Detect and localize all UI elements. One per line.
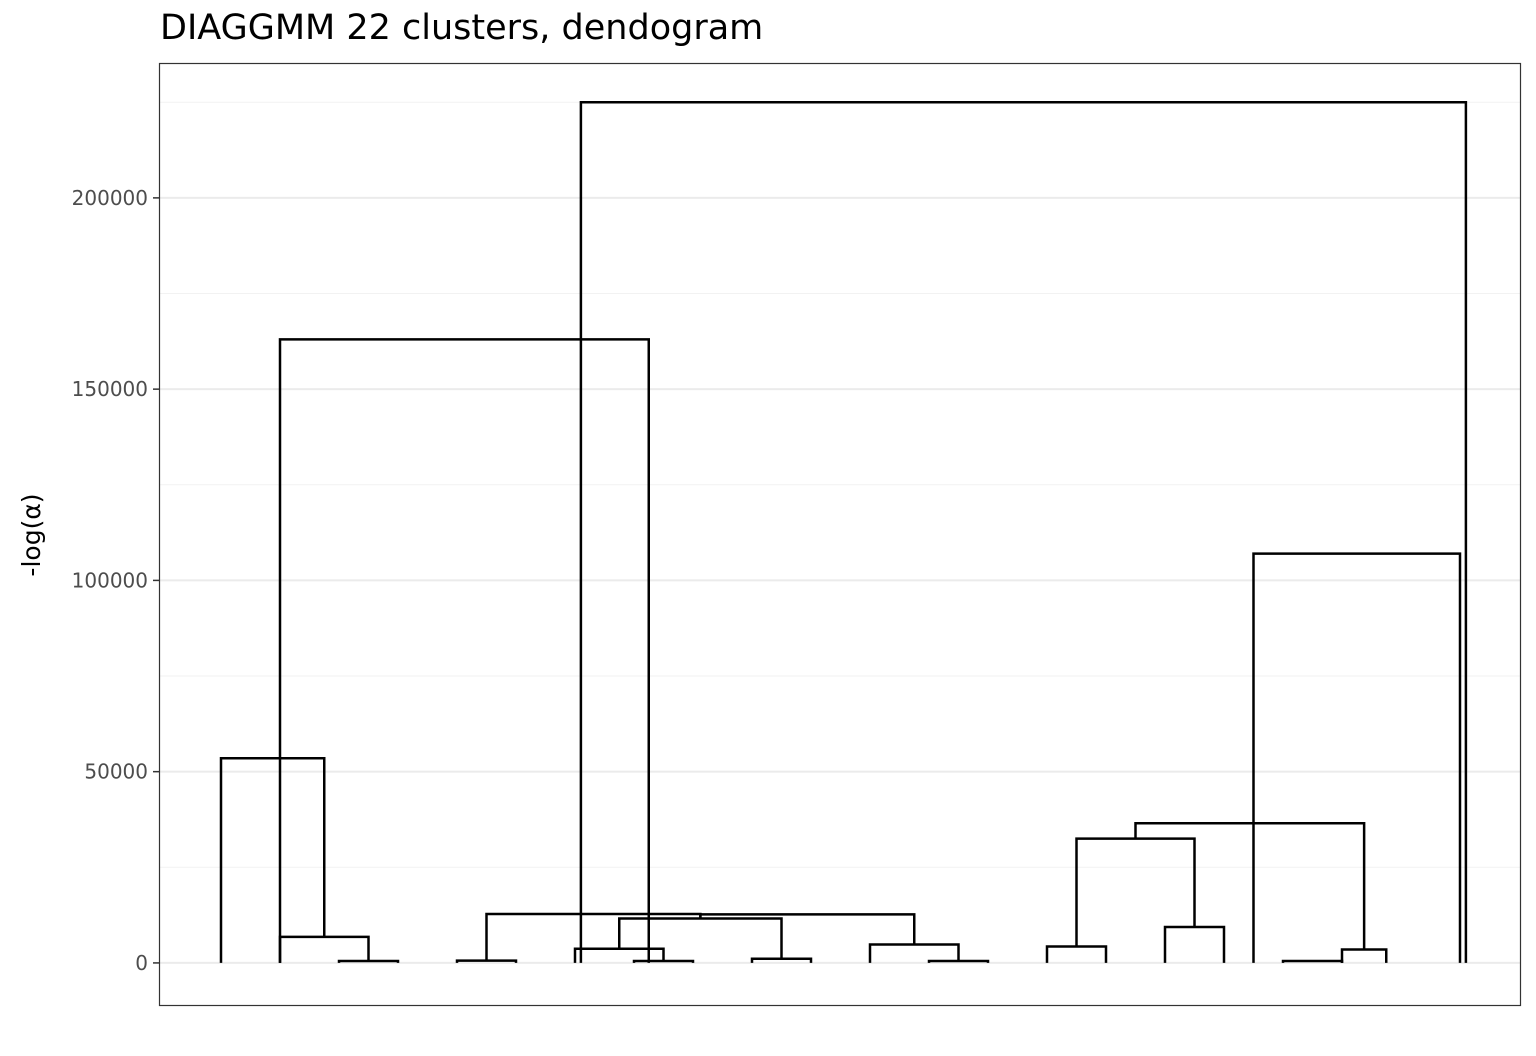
dendrogram-merge-branch xyxy=(1252,552,1462,963)
dendrogram-merge-branch xyxy=(1340,948,1388,963)
dendrogram-merge-branch xyxy=(278,338,650,963)
y-axis-title: -log(α) xyxy=(17,493,46,576)
dendrogram-merge-branch xyxy=(618,917,783,959)
y-axis: 0 50000 100000 150000 200000 xyxy=(72,186,160,975)
gridlines xyxy=(160,101,1520,964)
y-tick-label: 100000 xyxy=(72,568,148,592)
dendrogram-merge-branch xyxy=(579,101,1468,963)
dendrogram-branches xyxy=(219,101,1468,963)
dendrogram-merge-branch xyxy=(1045,945,1108,963)
dendrogram-merge-branch xyxy=(1163,925,1226,963)
dendrogram-merge-branch xyxy=(278,935,370,963)
y-tick-label: 0 xyxy=(135,951,148,975)
y-tick-label: 200000 xyxy=(72,186,148,210)
dendrogram-merge-branch xyxy=(455,959,518,963)
dendrogram-merge-branch xyxy=(1075,837,1196,947)
dendrogram-merge-branch xyxy=(573,947,665,963)
dendrogram-merge-branch xyxy=(219,757,326,963)
y-tick-label: 150000 xyxy=(72,377,148,401)
dendrogram-merge-branch xyxy=(1134,822,1366,950)
dendrogram-merge-branch xyxy=(485,912,702,961)
dendrogram-merge-branch xyxy=(868,943,960,963)
y-tick-label: 50000 xyxy=(84,760,148,784)
chart-title: DIAGGMM 22 clusters, dendogram xyxy=(160,8,764,48)
plot-panel-border xyxy=(158,62,1522,1007)
